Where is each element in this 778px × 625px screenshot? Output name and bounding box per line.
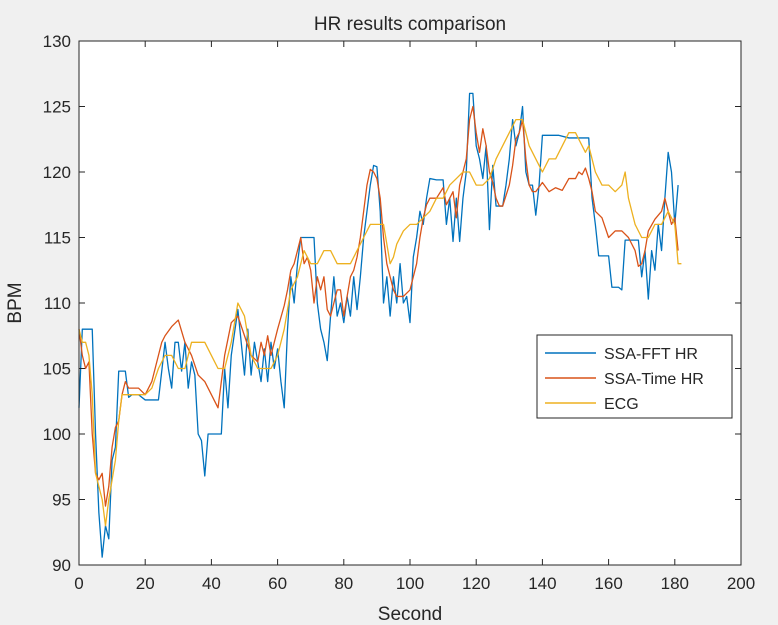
y-tick-label: 130 <box>43 32 71 51</box>
x-tick-label: 120 <box>462 574 490 593</box>
x-tick-label: 180 <box>661 574 689 593</box>
y-tick-label: 90 <box>52 556 71 575</box>
x-tick-label: 0 <box>74 574 83 593</box>
x-tick-label: 20 <box>136 574 155 593</box>
y-tick-label: 100 <box>43 425 71 444</box>
x-tick-label: 160 <box>594 574 622 593</box>
x-tick-label: 140 <box>528 574 556 593</box>
x-tick-label: 100 <box>396 574 424 593</box>
y-tick-label: 120 <box>43 163 71 182</box>
legend-label-1: SSA-FFT HR <box>604 346 698 363</box>
x-tick-label: 80 <box>334 574 353 593</box>
y-tick-label: 125 <box>43 98 71 117</box>
series-line-2 <box>78 105 679 507</box>
legend-box <box>536 334 733 419</box>
plot-lines <box>78 92 682 558</box>
chart-title: HR results comparison <box>314 14 506 35</box>
x-tick-label: 40 <box>202 574 221 593</box>
axes-background <box>79 41 741 565</box>
legend-items: SSA-FFT HR SSA-Time HR ECG <box>545 346 704 413</box>
legend: SSA-FFT HR SSA-Time HR ECG <box>536 334 733 419</box>
y-axis: 90 95 100 105 110 115 120 125 130 <box>43 32 741 575</box>
legend-label-3: ECG <box>604 396 639 413</box>
x-axis: 0 20 40 60 80 100 120 140 160 180 200 <box>74 41 755 593</box>
x-tick-label: 60 <box>268 574 287 593</box>
x-axis-label: Second <box>378 604 442 625</box>
y-tick-label: 105 <box>43 360 71 379</box>
y-axis-label: BPM <box>5 282 26 323</box>
x-tick-label: 200 <box>727 574 755 593</box>
series-line-1 <box>78 92 679 558</box>
y-tick-label: 115 <box>44 229 71 248</box>
y-tick-label: 95 <box>52 491 71 510</box>
series-line-3 <box>78 118 682 527</box>
legend-label-2: SSA-Time HR <box>604 371 704 388</box>
y-tick-label: 110 <box>44 294 71 313</box>
